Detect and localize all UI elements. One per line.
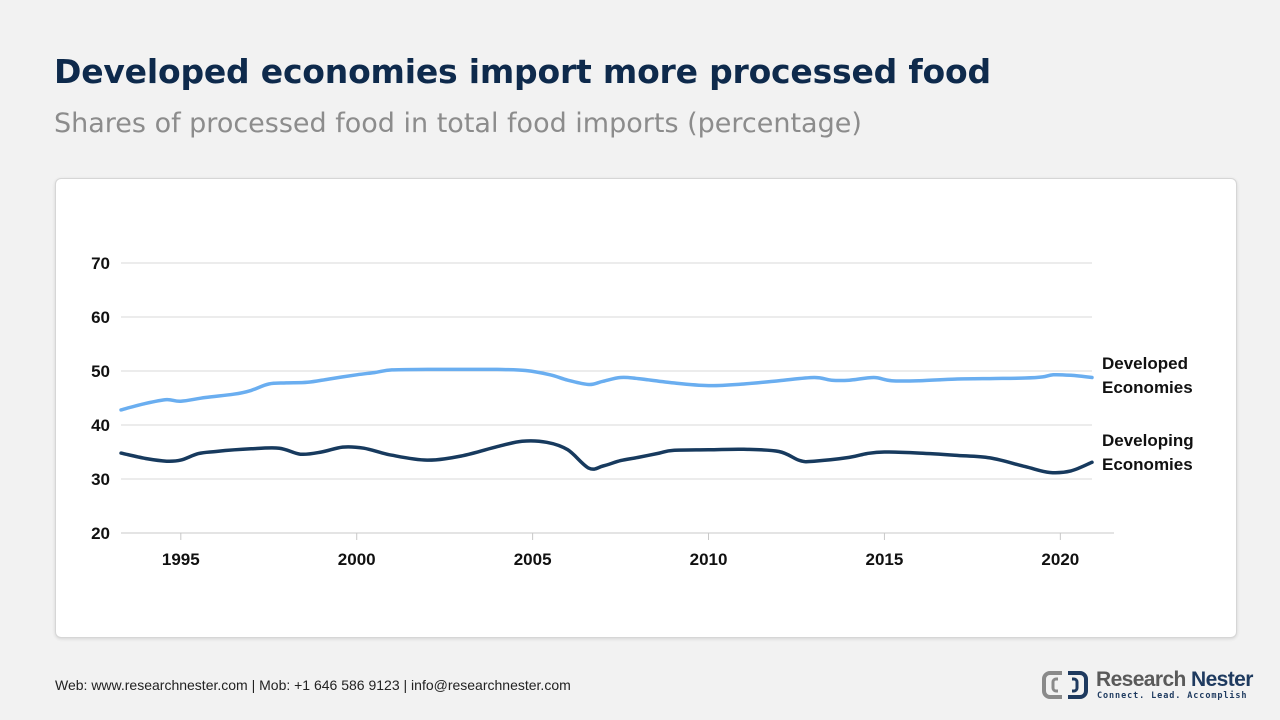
series-line-developing-economies: [119, 439, 1094, 475]
series-label-developed-economies-line2: Economies: [1102, 378, 1193, 397]
footer-contact: Web: www.researchnester.com | Mob: +1 64…: [55, 677, 571, 693]
y-tick-label-40: 40: [91, 416, 110, 435]
y-tick-label-50: 50: [91, 362, 110, 381]
series-label-developed-economies-line1: Developed: [1102, 354, 1188, 373]
research-nester-logo-icon: [1042, 671, 1088, 699]
chart-card: 70 60 50 40 30 20 1995 2000 2005 2010 2015 2020 Deve…: [55, 178, 1237, 638]
x-tick-label-2020: 2020: [1041, 550, 1079, 569]
logo-tagline: Connect. Lead. Accomplish: [1097, 691, 1248, 701]
company-logo: Research Nester Connect. Lead. Accomplis…: [1042, 668, 1253, 704]
y-tick-label-30: 30: [91, 470, 110, 489]
series-label-developing-economies-line1: Developing: [1102, 431, 1194, 450]
series-line-developed-economies: [119, 367, 1094, 412]
logo-wordmark: Research Nester: [1096, 668, 1253, 692]
x-tick-label-2005: 2005: [514, 550, 552, 569]
page-subtitle: Shares of processed food in total food i…: [54, 108, 862, 139]
x-tick-label-2000: 2000: [338, 550, 376, 569]
series-label-developing-economies-line2: Economies: [1102, 455, 1193, 474]
line-chart: 70 60 50 40 30 20 1995 2000 2005 2010 2015 2020 Deve…: [91, 254, 1194, 569]
x-tick-label-2015: 2015: [866, 550, 904, 569]
page-title: Developed economies import more processe…: [54, 52, 991, 91]
y-tick-label-60: 60: [91, 308, 110, 327]
x-tick-label-1995: 1995: [162, 550, 200, 569]
x-tick-label-2010: 2010: [690, 550, 728, 569]
y-tick-label-20: 20: [91, 524, 110, 543]
y-tick-label-70: 70: [91, 254, 110, 273]
logo-name-part2: Nester: [1191, 668, 1253, 691]
logo-name-part1: Research: [1096, 668, 1191, 691]
